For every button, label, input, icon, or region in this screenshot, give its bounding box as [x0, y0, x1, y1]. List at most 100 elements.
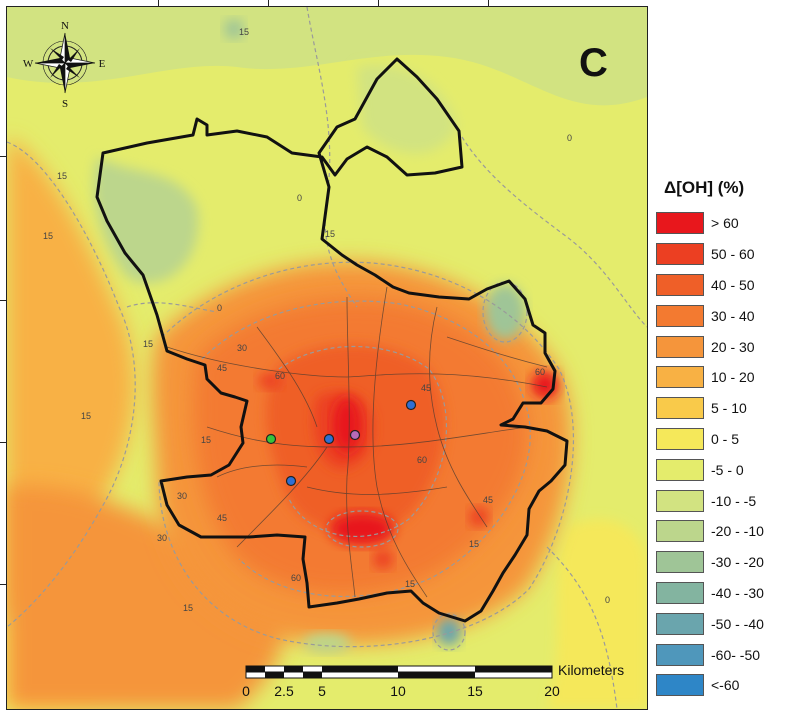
legend-swatch — [656, 551, 704, 574]
oh-change-map: 15 0 0 15 30 45 60 45 60 15 60 45 30 45 … — [7, 7, 647, 709]
scale-segment — [265, 672, 284, 678]
station-blue — [323, 433, 335, 445]
scale-segment — [303, 672, 322, 678]
scale-segment — [284, 666, 303, 672]
legend-item: -10 - -5 — [656, 485, 786, 516]
contour-label: 45 — [421, 383, 431, 393]
scale-segment — [322, 666, 398, 672]
contour-label: 15 — [57, 171, 67, 181]
legend-item: -60- -50 — [656, 639, 786, 670]
map-panel: 15 0 0 15 30 45 60 45 60 15 60 45 30 45 … — [6, 6, 648, 710]
legend-swatch — [656, 674, 704, 697]
legend-label: 0 - 5 — [711, 430, 740, 447]
legend-label: 10 - 20 — [711, 369, 755, 386]
contour-label: 15 — [143, 339, 153, 349]
legend-item: 40 - 50 — [656, 270, 786, 301]
legend-swatch — [656, 243, 704, 266]
legend-item: <-60 — [656, 670, 786, 701]
scale-segment — [398, 672, 475, 678]
legend-item: > 60 — [656, 208, 786, 239]
legend-item: -5 - 0 — [656, 454, 786, 485]
legend-item: -20 - -10 — [656, 516, 786, 547]
frame-tick — [0, 584, 6, 585]
station-blue — [405, 399, 417, 411]
contour-label: 30 — [177, 491, 187, 501]
legend-swatch — [656, 489, 704, 512]
road-network — [166, 286, 548, 598]
contour-label: 0 — [297, 193, 302, 203]
panel-letter: C — [579, 41, 608, 85]
scale-tick-label: 10 — [390, 683, 406, 699]
legend-item: 10 - 20 — [656, 362, 786, 393]
contour-label: 0 — [605, 595, 610, 605]
compass-s: S — [62, 98, 68, 110]
frame-tick — [0, 300, 6, 301]
delta-oh-field — [7, 7, 647, 709]
contour-label: 15 — [43, 231, 53, 241]
legend-item: 20 - 30 — [656, 331, 786, 362]
scale-tick-label: 5 — [318, 683, 326, 699]
scale-tick-label: 2.5 — [274, 683, 294, 699]
frame-tick — [0, 442, 6, 443]
legend-label: 20 - 30 — [711, 338, 755, 355]
scale-tick-label: 0 — [242, 683, 250, 699]
contour-label: 15 — [183, 603, 193, 613]
legend-label: -10 - -5 — [711, 492, 757, 509]
legend-label: <-60 — [711, 677, 740, 694]
legend: Δ[OH] (%) > 60 50 - 60 40 - 50 30 - 40 20 - … — [656, 178, 786, 701]
contour-label: 60 — [275, 371, 285, 381]
scale-tick-label: 20 — [544, 683, 560, 699]
contour-label: 15 — [469, 539, 479, 549]
legend-label: -60- -50 — [711, 646, 761, 663]
legend-label: -40 - -30 — [711, 584, 764, 601]
legend-swatch — [656, 273, 704, 296]
contour-labels: 15 0 0 15 30 45 60 45 60 15 60 45 30 45 … — [43, 27, 610, 613]
contour-label: 60 — [535, 367, 545, 377]
legend-label: 5 - 10 — [711, 400, 747, 417]
compass-e: E — [99, 58, 106, 70]
legend-swatch — [656, 520, 704, 543]
legend-label: -20 - -10 — [711, 523, 764, 540]
legend-label: 50 - 60 — [711, 246, 755, 263]
contour-label: 15 — [201, 435, 211, 445]
scale-segment — [246, 666, 265, 672]
contour-label: 15 — [405, 579, 415, 589]
legend-swatch — [656, 304, 704, 327]
frame-tick — [378, 0, 379, 6]
contour-label: 60 — [291, 573, 301, 583]
city-boundary — [95, 57, 569, 623]
frame-tick — [488, 0, 489, 6]
frame-tick — [0, 156, 6, 157]
contour-label: 15 — [325, 229, 335, 239]
scale-tick-label: 15 — [467, 683, 483, 699]
legend-item: 50 - 60 — [656, 239, 786, 270]
compass-w: W — [23, 58, 34, 70]
contour-label: 60 — [417, 455, 427, 465]
legend-label: -50 - -40 — [711, 615, 764, 632]
legend-label: > 60 — [711, 215, 739, 232]
scale-segment — [475, 666, 552, 672]
station-blue — [285, 475, 297, 487]
legend-item: -30 - -20 — [656, 547, 786, 578]
legend-item: -40 - -30 — [656, 578, 786, 609]
frame-tick — [268, 0, 269, 6]
frame-tick — [158, 0, 159, 6]
station-purple — [349, 429, 361, 441]
station-green — [265, 433, 277, 445]
scale-unit: Kilometers — [558, 662, 624, 678]
legend-item: 30 - 40 — [656, 300, 786, 331]
legend-swatch — [656, 366, 704, 389]
legend-item: 0 - 5 — [656, 424, 786, 455]
contour-label: 45 — [483, 495, 493, 505]
legend-swatch — [656, 612, 704, 635]
contour-lines — [7, 7, 647, 709]
contour-label: 0 — [567, 133, 572, 143]
compass-rose-icon: N S E W — [23, 20, 106, 110]
legend-label: 40 - 50 — [711, 276, 755, 293]
contour-label: 0 — [217, 303, 222, 313]
legend-item: 5 - 10 — [656, 393, 786, 424]
legend-swatch — [656, 458, 704, 481]
contour-label: 15 — [239, 27, 249, 37]
legend-label: 30 - 40 — [711, 307, 755, 324]
legend-label: -30 - -20 — [711, 554, 764, 571]
